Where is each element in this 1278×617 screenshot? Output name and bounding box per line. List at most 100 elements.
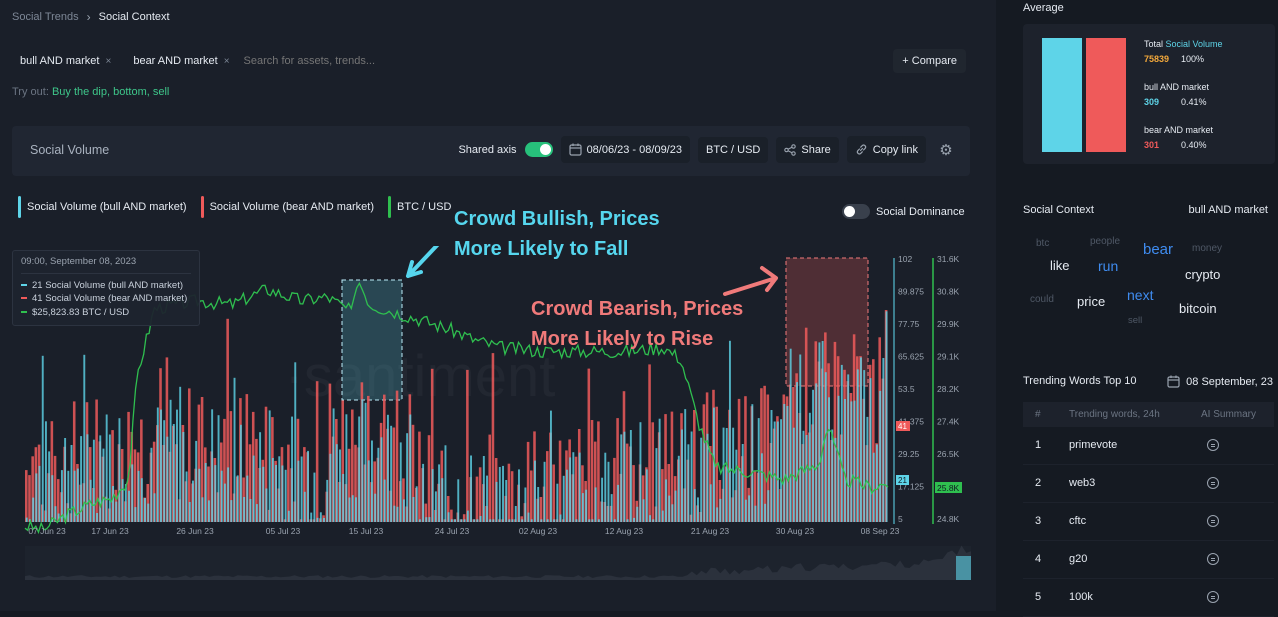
share-icon — [784, 143, 797, 156]
bull-volume-bar — [223, 483, 226, 522]
bull-volume-bar — [601, 477, 604, 522]
bull-volume-bar — [35, 473, 38, 522]
bull-volume-bar — [166, 436, 169, 522]
link-icon — [856, 144, 866, 155]
row-word[interactable]: web3 — [1069, 477, 1096, 489]
bull-volume-bar — [265, 488, 268, 522]
col-ai: AI Summary — [1201, 409, 1257, 420]
ai-summary-icon[interactable] — [1207, 439, 1219, 451]
bull-volume-bar — [502, 465, 504, 522]
bull-volume-bar — [243, 497, 246, 522]
bull-volume-bar — [332, 408, 335, 522]
breadcrumb-parent[interactable]: Social Trends — [12, 11, 79, 23]
trending-date-button[interactable]: 08 September, 23 — [1167, 375, 1273, 388]
row-word[interactable]: g20 — [1069, 553, 1088, 565]
bull-volume-bar — [815, 383, 818, 522]
social-context-selected[interactable]: bull AND market — [1188, 204, 1268, 216]
bull-volume-bar — [549, 410, 552, 522]
word[interactable]: price — [1077, 294, 1106, 309]
bull-volume-bar — [329, 453, 332, 522]
legend-item-bear[interactable]: Social Volume (bear AND market) — [200, 196, 374, 218]
social-dominance-toggle[interactable] — [842, 204, 870, 219]
row-word[interactable]: primevote — [1069, 439, 1118, 451]
bull-volume-bar — [454, 519, 457, 522]
bull-volume-bar — [303, 491, 306, 522]
ai-summary-icon[interactable] — [1207, 553, 1219, 565]
bull-volume-bar — [441, 478, 444, 522]
ai-summary-icon[interactable] — [1207, 477, 1219, 489]
navigator-selection — [956, 556, 971, 580]
legend-swatch — [388, 196, 392, 218]
search-chip[interactable]: bull AND market × — [12, 52, 119, 70]
word[interactable]: could — [1030, 294, 1054, 305]
bull-volume-bar — [99, 435, 102, 522]
word[interactable]: bitcoin — [1179, 301, 1217, 316]
bull-volume-bar — [658, 418, 661, 522]
bull-volume-bar — [732, 427, 735, 522]
chart-canvas[interactable]: ·santiment 102 89.875 77.75 65.625 53.5 41.375… — [0, 246, 996, 586]
bull-volume-bar — [690, 431, 693, 522]
word[interactable]: run — [1098, 258, 1119, 274]
table-row[interactable]: 4 g20 — [1023, 541, 1274, 579]
legend-swatch — [200, 196, 204, 218]
table-row[interactable]: 3 cftc — [1023, 503, 1274, 541]
calendar-icon — [1167, 375, 1180, 388]
word[interactable]: like — [1050, 258, 1070, 273]
legend-item-price[interactable]: BTC / USD — [388, 196, 451, 218]
bear-volume-bar — [667, 464, 671, 522]
row-word[interactable]: cftc — [1069, 515, 1087, 527]
row-word[interactable]: 100k — [1069, 591, 1093, 603]
bear-volume-bar — [872, 359, 875, 522]
total-pct: 100% — [1181, 54, 1205, 64]
bear-volume-bar — [546, 451, 549, 522]
annotation-line: More Likely to Rise — [531, 328, 714, 350]
bull-volume-bar — [633, 517, 636, 522]
bull-volume-bar — [741, 444, 744, 522]
word[interactable]: btc — [1036, 238, 1050, 249]
search-chip[interactable]: bear AND market × — [125, 52, 237, 70]
word[interactable]: next — [1127, 287, 1154, 303]
word[interactable]: bear — [1143, 241, 1174, 258]
bull-volume-bar — [124, 484, 127, 522]
trending-date: 08 September, 23 — [1186, 375, 1273, 388]
bull-volume-bar — [281, 465, 284, 522]
table-row[interactable]: 1 primevote — [1023, 427, 1274, 465]
try-out-suggestions[interactable]: Buy the dip, bottom, sell — [51, 86, 170, 98]
search-input[interactable] — [243, 55, 644, 67]
bear-volume-bar — [53, 455, 57, 522]
ai-summary-icon[interactable] — [1207, 591, 1219, 603]
bull-volume-bar — [41, 355, 44, 522]
chart-legend: Social Volume (bull AND market) Social V… — [18, 196, 451, 218]
breadcrumb-current: Social Context — [98, 11, 170, 23]
bull-volume-bar — [572, 452, 575, 522]
date-range-button[interactable]: 08/06/23 - 08/09/23 — [560, 136, 690, 163]
table-row[interactable]: 2 web3 — [1023, 465, 1274, 503]
bull-volume-bar — [457, 479, 460, 522]
word[interactable]: people — [1090, 236, 1121, 247]
legend-item-bull[interactable]: Social Volume (bull AND market) — [18, 196, 187, 218]
word[interactable]: sell — [1128, 315, 1143, 326]
copy-link-button[interactable]: Copy link — [846, 136, 926, 163]
bull-volume-bar — [313, 472, 316, 522]
shared-axis-toggle[interactable] — [524, 142, 553, 157]
bull-volume-bar — [447, 512, 450, 522]
bull-volume-bar — [760, 453, 763, 522]
word[interactable]: money — [1192, 243, 1223, 254]
pair-button[interactable]: BTC / USD — [697, 136, 769, 163]
bull-volume-bar — [853, 400, 856, 522]
gear-icon[interactable]: ⚙ — [939, 141, 953, 159]
share-button[interactable]: Share — [776, 136, 839, 163]
bull-volume-bar — [569, 457, 572, 522]
close-icon[interactable]: × — [223, 55, 230, 67]
bull-volume-bar — [687, 444, 690, 522]
compare-button[interactable]: + Compare — [893, 49, 966, 73]
bull-volume-bar — [575, 519, 578, 522]
word[interactable]: crypto — [1185, 267, 1221, 282]
bull-volume-bar — [498, 467, 501, 522]
bull-volume-bar — [211, 409, 214, 522]
close-icon[interactable]: × — [105, 55, 112, 67]
price-tick-label: 29.1K — [937, 352, 960, 362]
bear-volume-bar — [648, 364, 651, 522]
ai-summary-icon[interactable] — [1207, 515, 1219, 527]
table-row[interactable]: 5 100k — [1023, 579, 1274, 617]
